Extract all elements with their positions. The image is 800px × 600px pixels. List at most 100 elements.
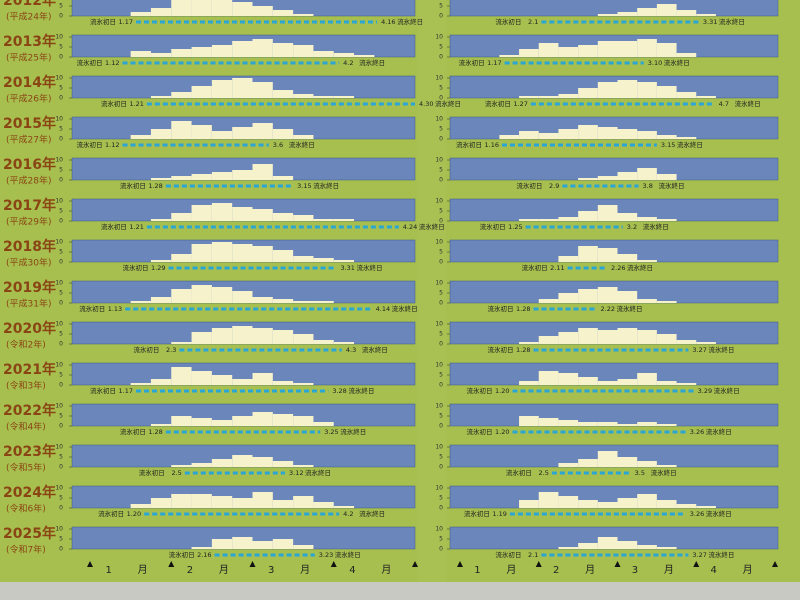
- divider: [418, 0, 446, 582]
- bar: [272, 299, 294, 303]
- last-label: 流氷終日: [356, 263, 382, 272]
- bar: [558, 373, 579, 385]
- first-label: 流氷初日: [169, 550, 195, 559]
- first-date: 1.25: [508, 223, 522, 231]
- bar: [558, 217, 579, 221]
- first-date: 2.16: [197, 551, 211, 559]
- bar: [656, 547, 677, 549]
- bar: [538, 133, 559, 139]
- month-number: 3: [268, 565, 274, 576]
- bar: [617, 379, 638, 385]
- first-label: 流氷初日: [120, 181, 146, 190]
- y-tick-label: 5: [59, 208, 63, 215]
- bar: [232, 379, 253, 385]
- era-label: (令和6年): [6, 503, 46, 515]
- first-date: 1.21: [129, 100, 143, 108]
- bar: [191, 463, 212, 467]
- first-date: 1.28: [148, 428, 162, 436]
- bar: [252, 164, 273, 180]
- bar: [252, 246, 273, 262]
- y-tick-label: 5: [439, 85, 443, 92]
- first-date: 1.12: [105, 141, 119, 149]
- bar: [597, 127, 618, 139]
- y-tick-label: 0: [59, 177, 63, 184]
- y-tick-label: 10: [55, 157, 63, 164]
- first-date: 1.16: [485, 141, 499, 149]
- first-date: 1.17: [119, 18, 133, 26]
- first-date: 2.9: [549, 182, 559, 190]
- bar: [558, 547, 579, 549]
- last-date: 2.22: [601, 305, 615, 313]
- bar: [191, 244, 212, 262]
- bar: [232, 244, 253, 262]
- first-label: 流氷初日: [522, 263, 548, 272]
- bar: [150, 129, 172, 139]
- y-tick-label: 0: [439, 300, 443, 307]
- month-marker: [330, 561, 337, 567]
- bar: [637, 131, 657, 139]
- year-label: 2019年: [3, 279, 56, 296]
- bar: [519, 96, 539, 98]
- y-tick-label: 5: [439, 126, 443, 133]
- bar: [130, 301, 151, 303]
- bar: [597, 537, 618, 549]
- last-label: 流氷終日: [706, 427, 732, 436]
- bar: [150, 8, 172, 16]
- y-tick-label: 10: [55, 526, 63, 533]
- last-label: 流氷終日: [392, 304, 418, 313]
- bar: [578, 88, 598, 98]
- bar: [313, 340, 334, 344]
- y-tick-label: 5: [439, 167, 443, 174]
- bar: [313, 96, 334, 98]
- month-unit: 月: [381, 564, 391, 576]
- bar: [519, 381, 539, 385]
- last-date: 3.15: [297, 182, 311, 190]
- month-number: 4: [710, 565, 716, 576]
- bar: [191, 174, 212, 180]
- bar: [637, 8, 657, 16]
- month-number: 3: [632, 565, 638, 576]
- bar: [293, 334, 314, 344]
- bar: [676, 53, 697, 57]
- bar: [578, 377, 598, 385]
- first-date: 1.28: [516, 346, 530, 354]
- first-label: 流氷初日: [101, 222, 127, 231]
- y-tick-label: 10: [435, 75, 443, 82]
- bar: [656, 465, 677, 467]
- bar: [676, 340, 697, 344]
- bar: [272, 461, 294, 467]
- last-label: 流氷終日: [419, 222, 445, 231]
- bar: [696, 506, 716, 508]
- y-tick-label: 0: [439, 464, 443, 471]
- month-number: 4: [349, 565, 355, 576]
- first-label: 流氷初日: [98, 509, 124, 518]
- y-tick-label: 0: [439, 341, 443, 348]
- bar: [293, 465, 314, 467]
- y-tick-label: 0: [59, 423, 63, 430]
- bar: [656, 135, 677, 139]
- bar: [696, 342, 716, 344]
- y-tick-label: 5: [439, 290, 443, 297]
- first-label: 流氷初日: [488, 345, 514, 354]
- bar: [538, 492, 559, 508]
- first-label: 流氷初日: [133, 345, 159, 354]
- bar: [519, 342, 539, 344]
- bar: [617, 213, 638, 221]
- y-tick-label: 0: [59, 259, 63, 266]
- y-tick-label: 5: [59, 331, 63, 338]
- bar: [333, 506, 355, 508]
- era-label: (平成24年): [6, 11, 51, 23]
- bar: [637, 461, 657, 467]
- y-tick-label: 0: [439, 259, 443, 266]
- last-date: 3.26: [690, 510, 704, 518]
- month-marker: [412, 561, 418, 567]
- last-label: 流氷終日: [359, 58, 385, 67]
- bar: [150, 498, 172, 508]
- y-tick-label: 0: [439, 218, 443, 225]
- bar: [150, 379, 172, 385]
- bar: [252, 209, 273, 221]
- bar: [333, 96, 355, 98]
- bar: [558, 496, 579, 508]
- y-tick-label: 10: [435, 198, 443, 205]
- bar: [696, 96, 716, 98]
